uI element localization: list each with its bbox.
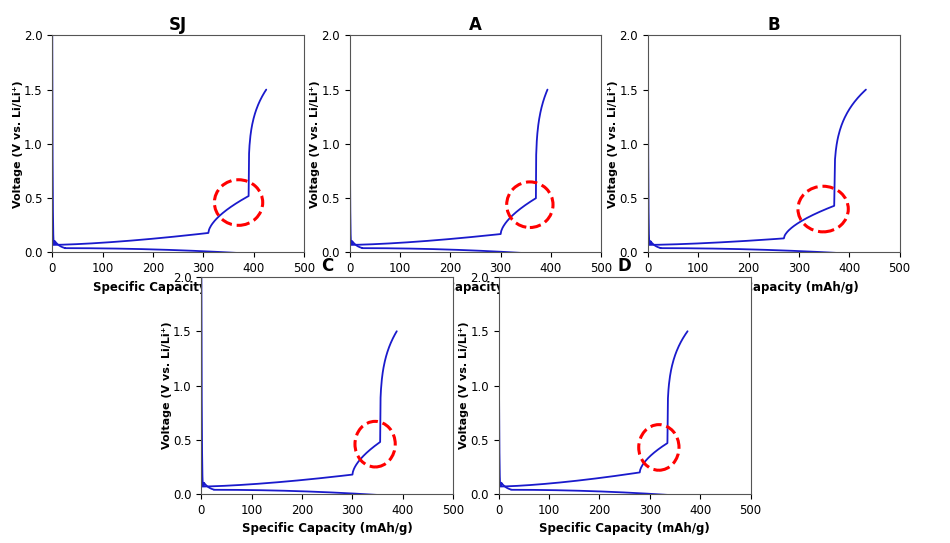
X-axis label: Specific Capacity (mAh/g): Specific Capacity (mAh/g) — [93, 281, 263, 294]
Title: SJ: SJ — [169, 16, 187, 34]
Title: C: C — [321, 257, 333, 275]
X-axis label: Specific Capacity (mAh/g): Specific Capacity (mAh/g) — [242, 522, 412, 535]
Y-axis label: Voltage (V vs. Li/Li⁺): Voltage (V vs. Li/Li⁺) — [162, 321, 172, 450]
X-axis label: Specific Capacity (mAh/g): Specific Capacity (mAh/g) — [390, 281, 560, 294]
Y-axis label: Voltage (V vs. Li/Li⁺): Voltage (V vs. Li/Li⁺) — [12, 80, 23, 208]
X-axis label: Specific Capacity (mAh/g): Specific Capacity (mAh/g) — [689, 281, 859, 294]
X-axis label: Specific Capacity (mAh/g): Specific Capacity (mAh/g) — [540, 522, 710, 535]
Title: B: B — [768, 16, 780, 34]
Y-axis label: Voltage (V vs. Li/Li⁺): Voltage (V vs. Li/Li⁺) — [608, 80, 618, 208]
Y-axis label: Voltage (V vs. Li/Li⁺): Voltage (V vs. Li/Li⁺) — [310, 80, 320, 208]
Title: D: D — [618, 257, 632, 275]
Title: A: A — [469, 16, 482, 34]
Y-axis label: Voltage (V vs. Li/Li⁺): Voltage (V vs. Li/Li⁺) — [459, 321, 469, 450]
